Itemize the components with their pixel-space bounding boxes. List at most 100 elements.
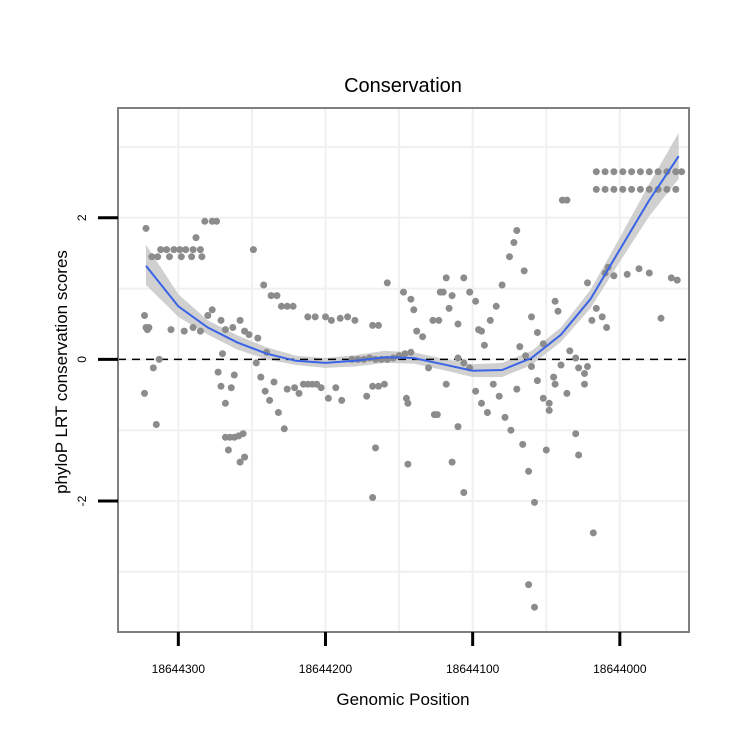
- data-point: [266, 396, 274, 404]
- data-point: [601, 185, 609, 193]
- data-point: [196, 327, 204, 335]
- data-point: [189, 246, 197, 254]
- data-point: [439, 288, 447, 296]
- data-point: [383, 279, 391, 287]
- data-point: [369, 382, 377, 390]
- data-point: [492, 302, 500, 310]
- data-point: [163, 246, 171, 254]
- y-tick-label: 0: [75, 356, 89, 363]
- data-point: [204, 312, 212, 319]
- data-point: [498, 281, 506, 289]
- data-point: [291, 384, 299, 392]
- data-point: [230, 371, 238, 379]
- data-point: [154, 253, 162, 261]
- data-point: [581, 380, 588, 388]
- data-point: [645, 269, 653, 277]
- data-point: [214, 368, 222, 376]
- data-point: [239, 430, 247, 438]
- data-point: [478, 327, 485, 335]
- data-point: [217, 316, 225, 324]
- data-point: [598, 313, 606, 321]
- data-point: [351, 316, 359, 324]
- data-point: [519, 440, 527, 448]
- data-point: [628, 185, 636, 193]
- data-point: [623, 270, 631, 278]
- data-point: [448, 458, 456, 466]
- data-point: [375, 382, 382, 390]
- data-point: [513, 227, 521, 234]
- data-point: [454, 354, 462, 362]
- data-point: [495, 392, 503, 400]
- data-point: [478, 399, 485, 407]
- data-point: [283, 385, 291, 393]
- data-point: [198, 253, 206, 261]
- data-point: [510, 239, 518, 246]
- data-point: [188, 253, 196, 261]
- data-point: [261, 387, 269, 395]
- data-point: [363, 392, 371, 400]
- y-tick-label: -2: [75, 495, 89, 506]
- data-point: [219, 350, 226, 358]
- data-point: [531, 603, 538, 611]
- data-point: [332, 384, 340, 392]
- data-point: [592, 185, 600, 193]
- data-point: [522, 352, 530, 360]
- data-point: [507, 426, 515, 434]
- data-point: [454, 320, 462, 328]
- data-point: [433, 411, 441, 419]
- data-point: [407, 348, 415, 356]
- data-point: [327, 316, 335, 324]
- data-point: [277, 302, 285, 310]
- data-point: [152, 421, 160, 428]
- data-point: [260, 281, 268, 289]
- data-point: [466, 288, 474, 296]
- data-point: [249, 246, 257, 254]
- data-point: [252, 359, 260, 367]
- data-point: [445, 304, 453, 312]
- data-point: [654, 168, 662, 176]
- data-point: [619, 168, 627, 176]
- data-point: [213, 217, 221, 225]
- grid-lines: [118, 108, 689, 632]
- x-tick-label: 18644000: [593, 662, 647, 676]
- smooth-line: [145, 155, 680, 372]
- data-point: [575, 364, 583, 372]
- data-point: [551, 380, 559, 388]
- data-point: [531, 498, 538, 506]
- data-point: [545, 399, 553, 407]
- data-point: [454, 423, 462, 431]
- data-point: [672, 168, 680, 176]
- data-point: [369, 321, 377, 329]
- data-point: [176, 246, 184, 254]
- data-point: [304, 313, 312, 321]
- data-point: [141, 312, 148, 319]
- data-point: [189, 324, 197, 331]
- data-point: [267, 292, 275, 300]
- y-axis-title: phyloP LRT conservation scores: [52, 250, 71, 494]
- data-point: [404, 399, 412, 407]
- data-point: [145, 324, 153, 331]
- data-point: [636, 185, 644, 193]
- data-point: [525, 581, 533, 589]
- data-point: [149, 364, 157, 372]
- x-axis-ticks: 18644300 18644200 18644100 18644000: [152, 632, 647, 676]
- data-point: [472, 297, 480, 305]
- data-point: [410, 306, 418, 314]
- data-point: [241, 453, 249, 461]
- data-point: [584, 363, 591, 370]
- data-point: [486, 316, 494, 324]
- x-axis-title: Genomic Position: [336, 690, 469, 709]
- y-axis-ticks: -2 0 2: [75, 214, 118, 506]
- data-point: [157, 246, 165, 254]
- data-point: [324, 394, 332, 402]
- data-point: [572, 430, 580, 438]
- plot-panel-border: [117, 107, 690, 633]
- x-tick-label: 18644100: [446, 662, 500, 676]
- data-point: [196, 246, 204, 254]
- x-tick-label: 18644300: [152, 662, 206, 676]
- data-point: [170, 246, 178, 254]
- data-point: [180, 327, 188, 335]
- data-point: [472, 387, 480, 395]
- data-point: [506, 253, 513, 261]
- data-point: [148, 253, 156, 261]
